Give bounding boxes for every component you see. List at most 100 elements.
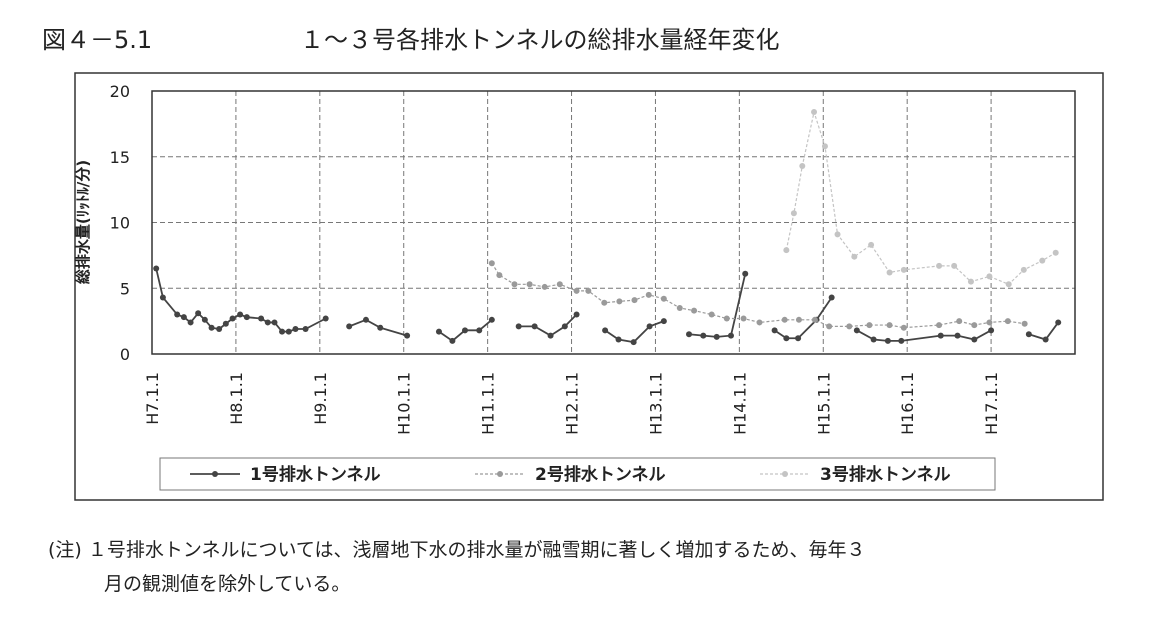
data-point — [243, 314, 250, 321]
data-point — [229, 315, 236, 322]
data-point — [541, 283, 548, 290]
data-point — [853, 327, 860, 334]
y-tick-label: 5 — [120, 279, 130, 298]
data-point — [1055, 319, 1062, 326]
data-point — [404, 332, 411, 339]
data-point — [547, 332, 554, 339]
data-point — [834, 231, 841, 238]
note-line: (注) １号排水トンネルについては、浅層地下水の排水量が融雪期に著しく増加するた… — [48, 539, 866, 561]
data-point — [187, 319, 194, 326]
y-tick-label: 15 — [110, 148, 130, 167]
data-point — [302, 326, 309, 333]
data-point — [476, 327, 483, 334]
data-point — [811, 109, 818, 116]
data-point — [264, 319, 271, 326]
data-point — [686, 331, 693, 338]
data-point — [1042, 336, 1049, 343]
data-point — [646, 323, 653, 330]
data-point — [615, 336, 622, 343]
legend-label: 2号排水トンネル — [535, 464, 666, 485]
data-point — [585, 287, 592, 294]
data-point — [322, 315, 329, 322]
chart-frame — [74, 72, 1104, 501]
data-point — [886, 269, 893, 276]
data-point — [900, 324, 907, 331]
data-point — [846, 323, 853, 330]
data-point — [660, 295, 667, 302]
x-tick-label: H7.1.1 — [143, 372, 162, 425]
data-point — [180, 314, 187, 321]
data-point — [988, 327, 995, 334]
x-tick-label: H13.1.1 — [646, 372, 665, 435]
data-point — [346, 323, 353, 330]
data-point — [645, 291, 652, 298]
data-point — [700, 332, 707, 339]
data-point — [616, 298, 623, 305]
legend-label: 3号排水トンネル — [820, 464, 951, 485]
x-tick-label: H17.1.1 — [982, 372, 1001, 435]
data-point — [740, 315, 747, 322]
x-tick-label: H10.1.1 — [395, 372, 414, 435]
legend-marker — [782, 471, 788, 477]
data-point — [258, 315, 265, 322]
data-point — [790, 210, 797, 217]
data-point — [886, 322, 893, 329]
data-point — [630, 339, 637, 346]
y-tick-label: 0 — [120, 345, 130, 364]
x-tick-label: H8.1.1 — [227, 372, 246, 425]
x-tick-label: H15.1.1 — [814, 372, 833, 435]
x-tick-label: H9.1.1 — [311, 372, 330, 425]
data-point — [511, 281, 518, 288]
data-point — [795, 316, 802, 323]
data-point — [884, 337, 891, 344]
data-point — [771, 327, 778, 334]
data-point — [866, 322, 873, 329]
data-point — [811, 316, 818, 323]
data-point — [488, 316, 495, 323]
data-point — [956, 318, 963, 325]
data-point — [561, 323, 568, 330]
data-point — [174, 311, 181, 318]
data-point — [556, 281, 563, 288]
note-line: 月の観測値を除外している。 — [104, 573, 350, 595]
data-point — [488, 260, 495, 267]
data-point — [781, 316, 788, 323]
data-point — [708, 311, 715, 318]
data-point — [602, 327, 609, 334]
data-point — [971, 322, 978, 329]
legend-marker — [212, 471, 218, 477]
y-tick-label: 10 — [110, 214, 130, 233]
data-point — [216, 326, 223, 333]
data-point — [691, 307, 698, 314]
data-point — [821, 143, 828, 150]
data-point — [631, 297, 638, 304]
data-point — [900, 266, 907, 273]
x-tick-label: H12.1.1 — [563, 372, 582, 435]
y-tick-label: 20 — [110, 82, 130, 101]
data-point — [201, 316, 208, 323]
data-point — [936, 262, 943, 269]
data-point — [870, 336, 877, 343]
data-point — [573, 287, 580, 294]
data-point — [967, 278, 974, 285]
data-point — [159, 294, 166, 301]
data-point — [723, 315, 730, 322]
data-point — [515, 323, 522, 330]
y-axis-label: 総排水量(ﾘｯﾄﾙ/分) — [74, 160, 92, 284]
data-point — [986, 273, 993, 280]
legend-box — [159, 457, 996, 491]
data-point — [435, 328, 442, 335]
data-point — [783, 247, 790, 254]
data-point — [195, 310, 202, 317]
data-point — [1039, 257, 1046, 264]
x-tick-label: H16.1.1 — [898, 372, 917, 435]
data-point — [971, 336, 978, 343]
data-point — [461, 327, 468, 334]
data-point — [496, 272, 503, 279]
data-point — [868, 241, 875, 248]
legend-label: 1号排水トンネル — [250, 464, 381, 485]
data-point — [937, 332, 944, 339]
data-point — [1052, 249, 1059, 256]
data-point — [951, 262, 958, 269]
